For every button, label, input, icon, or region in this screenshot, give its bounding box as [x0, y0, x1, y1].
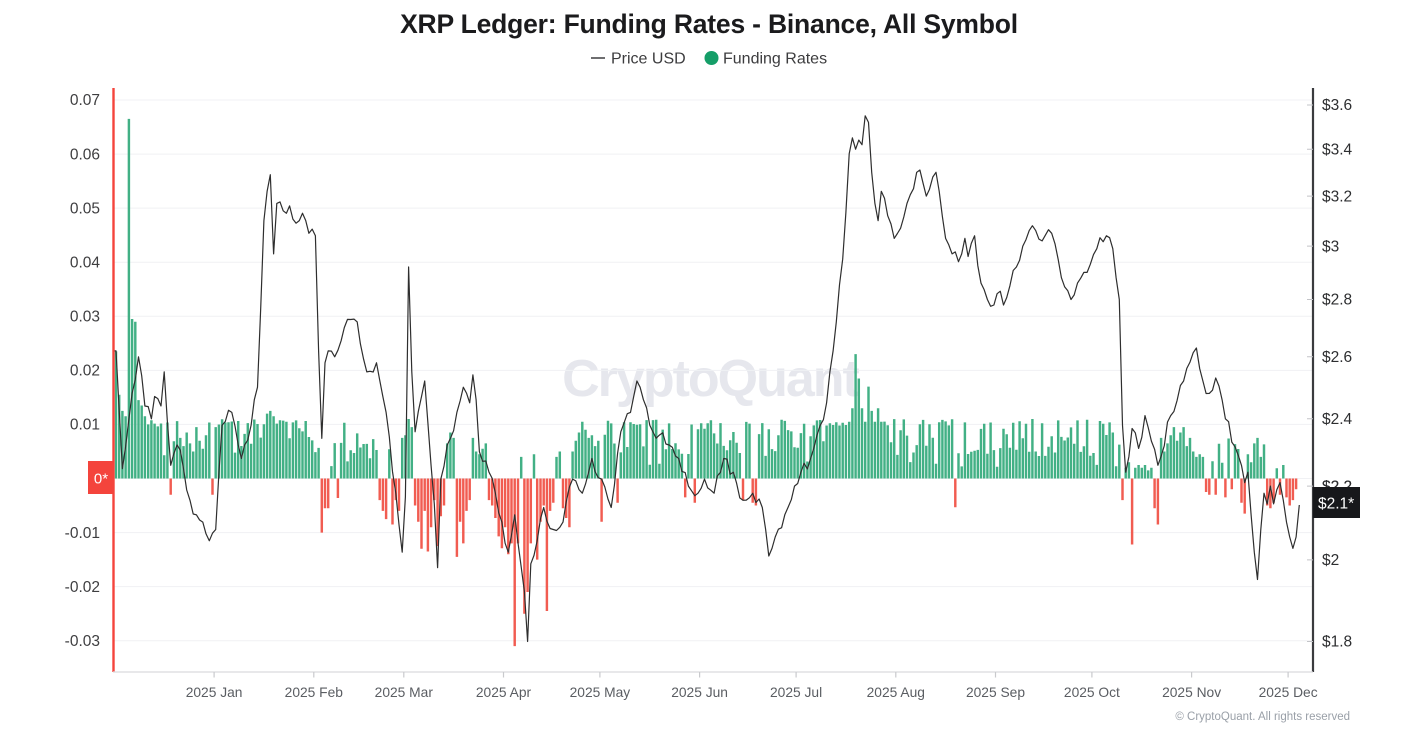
svg-text:2025 May: 2025 May [570, 685, 631, 700]
svg-text:0.07: 0.07 [70, 92, 100, 109]
svg-text:Price USD: Price USD [611, 51, 686, 68]
svg-text:2025 Jul: 2025 Jul [770, 685, 822, 700]
svg-text:2025 Aug: 2025 Aug [867, 685, 925, 700]
svg-text:© CryptoQuant. All rights rese: © CryptoQuant. All rights reserved [1175, 711, 1350, 723]
svg-text:$3.6: $3.6 [1322, 97, 1352, 114]
svg-text:$2.6: $2.6 [1322, 349, 1352, 366]
svg-text:0.06: 0.06 [70, 146, 100, 163]
svg-text:0.01: 0.01 [70, 417, 100, 434]
svg-text:$2: $2 [1322, 552, 1339, 569]
svg-text:$2.8: $2.8 [1322, 292, 1352, 309]
svg-text:$3.4: $3.4 [1322, 141, 1353, 158]
svg-text:$1.8: $1.8 [1322, 634, 1352, 651]
svg-text:-0.03: -0.03 [65, 633, 100, 650]
svg-text:2025 Jun: 2025 Jun [671, 685, 728, 700]
svg-text:XRP Ledger: Funding Rates - Bi: XRP Ledger: Funding Rates - Binance, All… [400, 9, 1018, 39]
svg-text:0.05: 0.05 [70, 200, 100, 217]
svg-text:2025 Oct: 2025 Oct [1064, 685, 1120, 700]
svg-text:0*: 0* [94, 471, 108, 488]
svg-text:-0.02: -0.02 [65, 579, 100, 596]
svg-text:2025 Feb: 2025 Feb [285, 685, 344, 700]
svg-text:$2.4: $2.4 [1322, 411, 1353, 428]
svg-text:2025 Nov: 2025 Nov [1162, 685, 1221, 700]
svg-text:$3.2: $3.2 [1322, 188, 1352, 205]
svg-text:2025 Jan: 2025 Jan [186, 685, 243, 700]
svg-text:0.02: 0.02 [70, 363, 100, 380]
svg-text:Funding Rates: Funding Rates [723, 51, 827, 68]
svg-text:-0.01: -0.01 [65, 525, 100, 542]
svg-text:2025 Dec: 2025 Dec [1259, 685, 1318, 700]
svg-text:$3: $3 [1322, 238, 1339, 255]
svg-text:0.03: 0.03 [70, 309, 100, 326]
svg-text:2025 Apr: 2025 Apr [476, 685, 532, 700]
svg-text:$2.1*: $2.1* [1318, 496, 1354, 513]
svg-text:CryptoQuant: CryptoQuant [562, 350, 859, 408]
svg-text:2025 Mar: 2025 Mar [375, 685, 434, 700]
svg-text:2025 Sep: 2025 Sep [966, 685, 1025, 700]
svg-text:0.04: 0.04 [70, 254, 101, 271]
